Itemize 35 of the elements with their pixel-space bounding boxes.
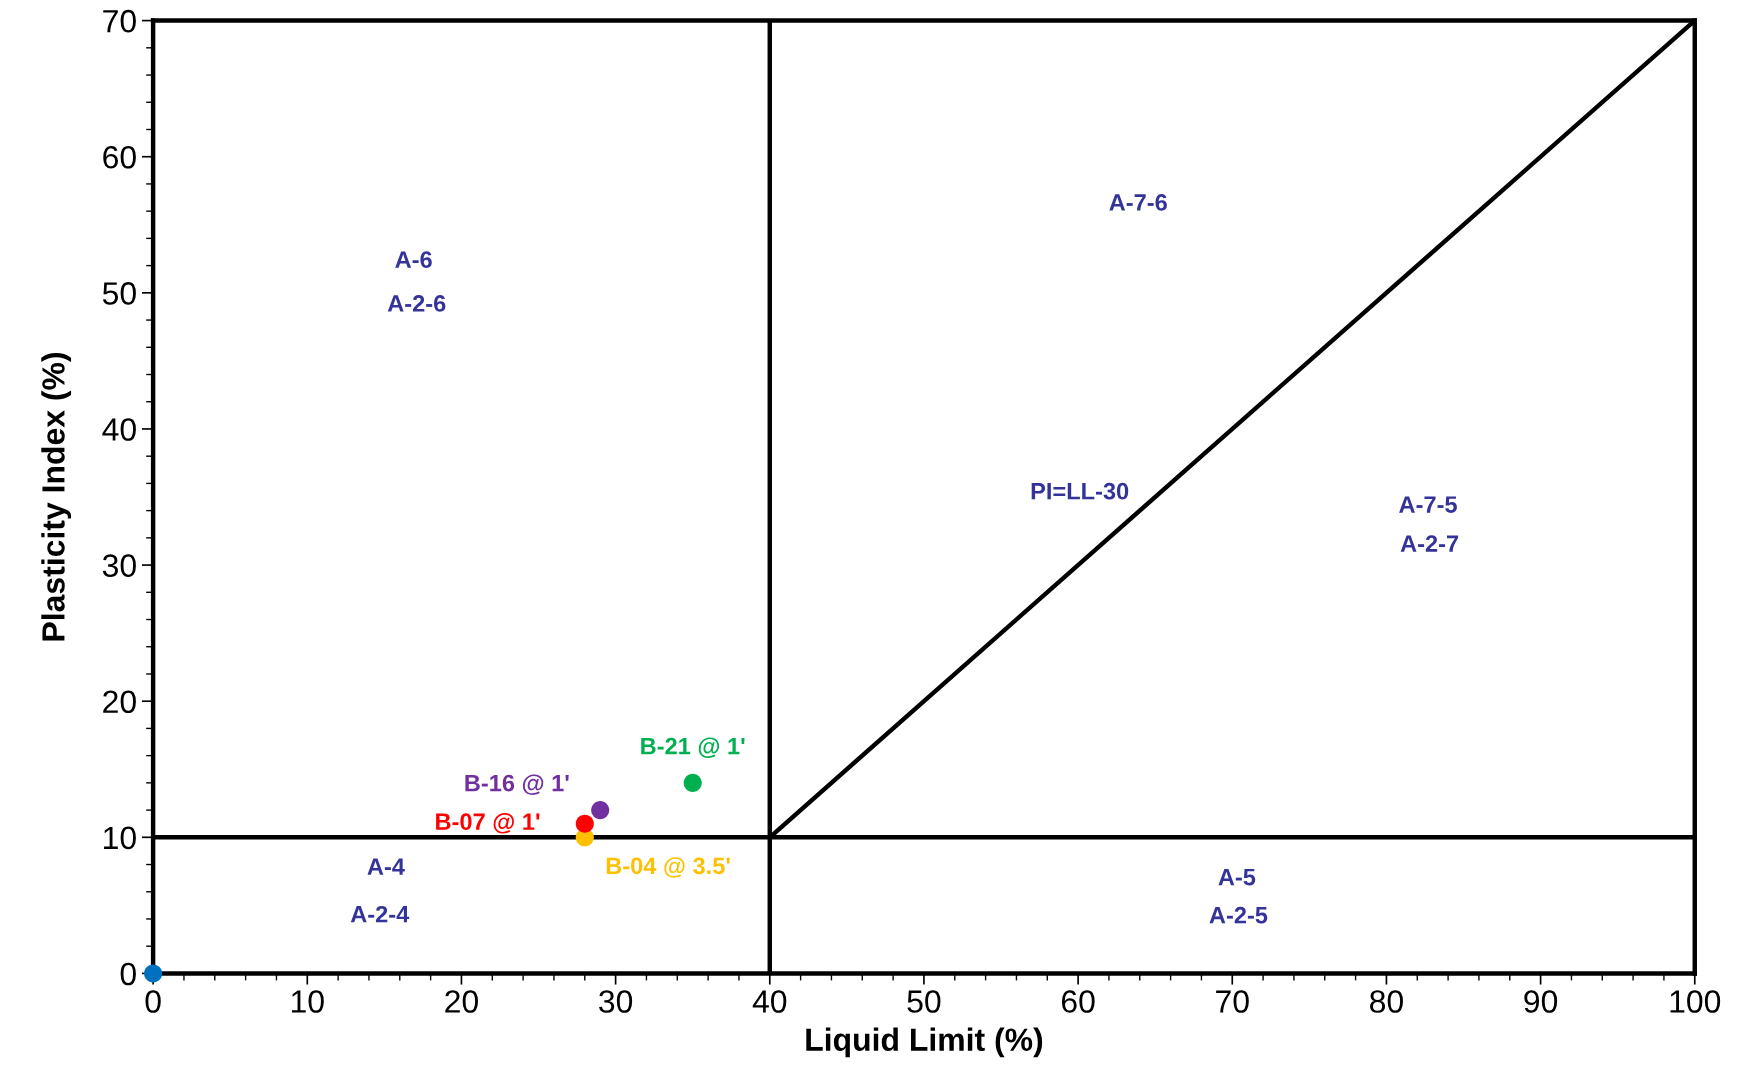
annotation: A-5 bbox=[1218, 868, 1256, 886]
x-tick-label: 90 bbox=[1524, 990, 1558, 1013]
x-tick-label: 50 bbox=[907, 990, 941, 1013]
series-label: B-21 @ 1' bbox=[641, 737, 745, 758]
series-label: B-16 @ 1' bbox=[465, 774, 569, 795]
annotation: A-6 bbox=[395, 251, 432, 268]
x-tick-label: 10 bbox=[291, 990, 324, 1013]
x-tick-label: 0 bbox=[145, 990, 161, 1013]
y-tick-label: 10 bbox=[104, 826, 136, 850]
y-tick-label: 0 bbox=[120, 962, 136, 986]
annotation: PI=LL-30 bbox=[1031, 482, 1129, 500]
annotation: A-2-7 bbox=[1400, 535, 1459, 552]
x-tick-label: 70 bbox=[1216, 990, 1249, 1013]
series-label: B-07 @ 1' bbox=[436, 813, 540, 834]
annotation: A-4 bbox=[367, 858, 405, 875]
annotation: A-2-6 bbox=[387, 295, 446, 312]
y-tick-label: 20 bbox=[103, 690, 136, 714]
y-tick-label: 30 bbox=[102, 554, 136, 577]
x-tick-label: 30 bbox=[599, 990, 633, 1013]
annotation: A-2-4 bbox=[350, 905, 410, 923]
x-tick-label: 80 bbox=[1370, 990, 1403, 1013]
y-tick-label: 60 bbox=[103, 145, 136, 169]
y-tick-label: 50 bbox=[102, 282, 136, 305]
annotation: A-7-5 bbox=[1399, 496, 1457, 513]
y-tick-label: 70 bbox=[103, 9, 136, 33]
x-tick-label: 40 bbox=[752, 990, 787, 1013]
annotation: A-7-6 bbox=[1109, 194, 1167, 211]
x-tick-label: 60 bbox=[1061, 990, 1095, 1013]
x-tick-label: 20 bbox=[445, 990, 478, 1013]
y-tick-label: 40 bbox=[102, 418, 136, 441]
series-label: B-04 @ 3.5' bbox=[606, 857, 730, 878]
x-tick-label: 100 bbox=[1670, 990, 1721, 1013]
y-axis-title: Plasticity Index (%) bbox=[41, 353, 72, 641]
x-axis-title: Liquid Limit (%) bbox=[806, 1027, 1043, 1058]
annotation: A-2-5 bbox=[1209, 906, 1268, 924]
